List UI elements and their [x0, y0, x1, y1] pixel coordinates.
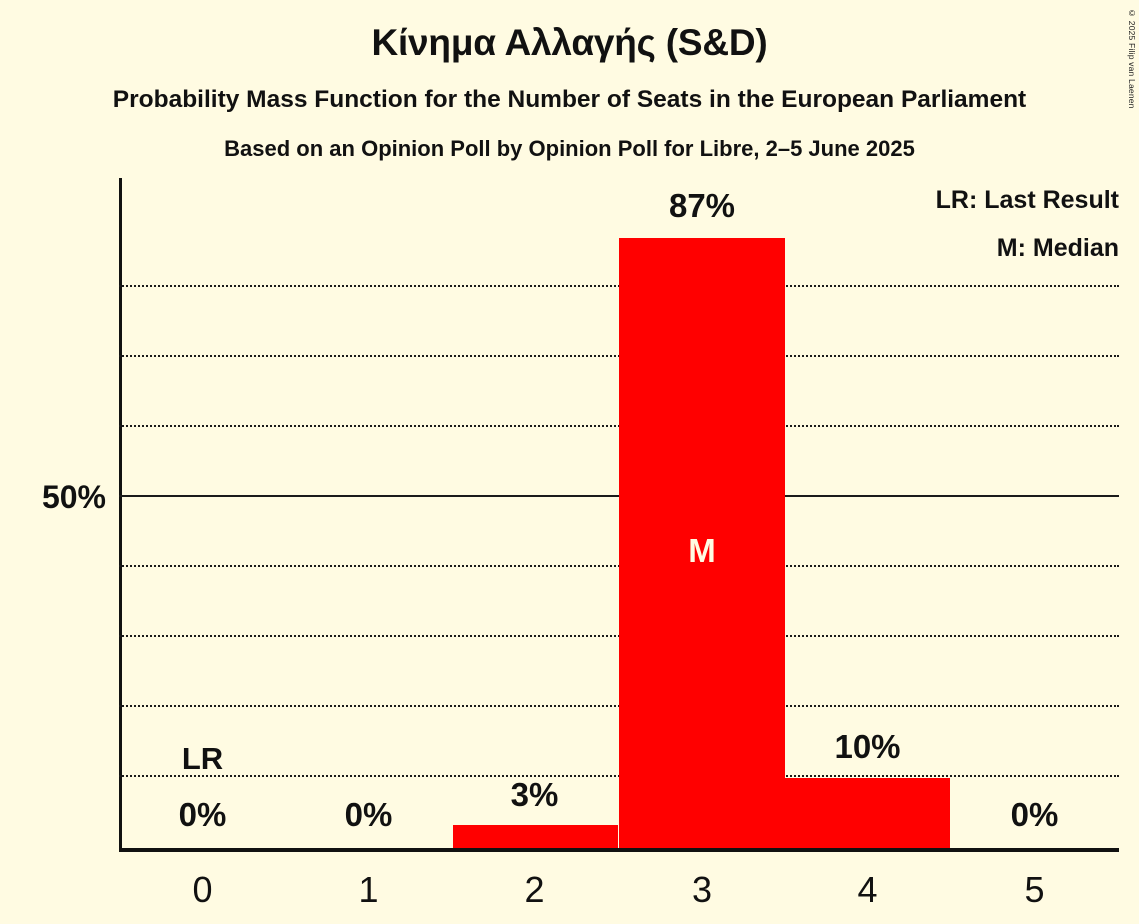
legend-item-last-result: LR: Last Result: [935, 186, 1119, 214]
bar-seats-2[interactable]: [453, 825, 618, 848]
chart-subtitle: Probability Mass Function for the Number…: [112, 86, 1027, 113]
plot-area: M: [119, 178, 1119, 848]
median-marker: M: [688, 532, 716, 569]
chart-title: Κίνημα Αλλαγής (S&D): [371, 22, 768, 63]
x-axis-tick-3: 3: [691, 869, 713, 910]
x-axis-tick-0: 0: [192, 869, 213, 910]
x-axis-tick-4: 4: [857, 869, 878, 910]
x-axis-tick-2: 2: [524, 869, 545, 910]
y-axis-line: [119, 178, 122, 851]
value-label-seats-0: 0%: [178, 796, 227, 833]
last-result-marker: LR: [181, 741, 224, 776]
x-axis-line: [119, 848, 1119, 852]
bar-seats-4[interactable]: [785, 778, 950, 848]
copyright-notice: © 2025 Filip van Laenen: [1127, 8, 1137, 109]
legend-item-median: M: Median: [996, 234, 1119, 262]
bar-seats-3[interactable]: M: [619, 238, 785, 848]
value-label-seats-2: 3%: [510, 776, 559, 813]
x-axis-tick-5: 5: [1024, 869, 1045, 910]
x-axis-tick-1: 1: [358, 869, 379, 910]
value-label-seats-5: 0%: [1010, 796, 1059, 833]
y-axis-tick-50: 50%: [41, 479, 106, 515]
value-label-seats-3: 87%: [668, 187, 736, 224]
value-label-seats-4: 10%: [834, 728, 901, 765]
chart-subsubtitle: Based on an Opinion Poll by Opinion Poll…: [224, 136, 915, 161]
value-label-seats-1: 0%: [344, 796, 393, 833]
